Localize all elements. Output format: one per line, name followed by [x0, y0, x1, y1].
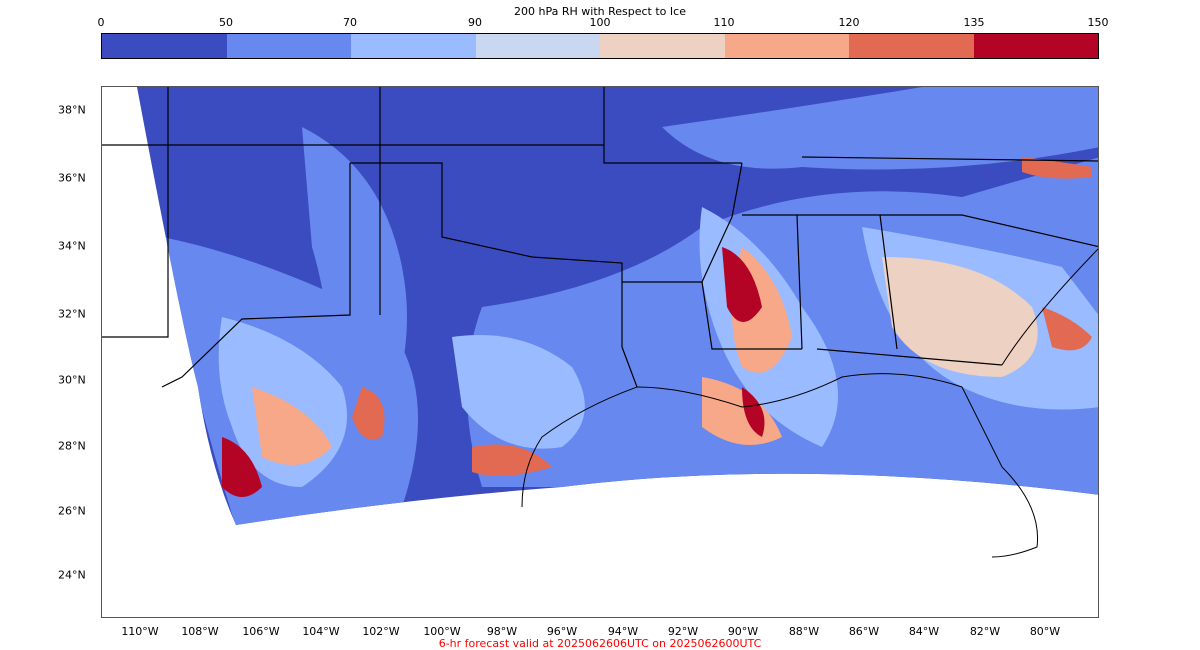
state-borders: [102, 87, 1098, 388]
colorbar: [101, 33, 1099, 59]
colorbar-tick-label: 150: [1087, 16, 1109, 29]
colorbar-segment-50-70: [226, 34, 351, 58]
colorbar-segment-100-110: [600, 34, 725, 58]
lon-label: 86°W: [848, 625, 880, 638]
lon-label: 102°W: [362, 625, 400, 638]
lon-label: 94°W: [607, 625, 639, 638]
rh-map: [102, 87, 1098, 558]
lat-label: 38°N: [58, 103, 86, 117]
colorbar-tick-label: 0: [97, 16, 105, 29]
lon-label: 104°W: [302, 625, 340, 638]
lon-label: 82°W: [969, 625, 1001, 638]
lon-label: 88°W: [788, 625, 820, 638]
coastline: [521, 248, 1098, 558]
lon-label: 110°W: [121, 625, 159, 638]
lon-label: 100°W: [423, 625, 461, 638]
lat-label: 36°N: [58, 171, 86, 185]
colorbar-tick-label: 120: [838, 16, 860, 29]
lat-label: 30°N: [58, 373, 86, 387]
colorbar-tick-label: 90: [468, 16, 482, 29]
lat-label: 28°N: [58, 439, 86, 453]
colorbar-segment-135-150: [973, 34, 1098, 58]
lon-label: 106°W: [242, 625, 280, 638]
colorbar-segment-70-90: [351, 34, 476, 58]
colorbar-title: 200 hPa RH with Respect to Ice: [514, 5, 686, 18]
lat-label: 26°N: [58, 504, 86, 518]
colorbar-segment-0-50: [102, 34, 227, 58]
lon-label: 96°W: [546, 625, 578, 638]
colorbar-tick-label: 110: [713, 16, 735, 29]
lon-label: 90°W: [727, 625, 759, 638]
colorbar-tick-label: 135: [963, 16, 985, 29]
lon-label: 92°W: [667, 625, 699, 638]
lon-label: 108°W: [181, 625, 219, 638]
rh-field: [137, 87, 1098, 525]
colorbar-segment-90-100: [475, 34, 600, 58]
lat-label: 32°N: [58, 307, 86, 321]
lat-label: 24°N: [58, 568, 86, 582]
lat-label: 34°N: [58, 239, 86, 253]
colorbar-tick-label: 100: [589, 16, 611, 29]
colorbar-segment-110-120: [724, 34, 849, 58]
lon-label: 80°W: [1029, 625, 1061, 638]
map-panel: [101, 86, 1099, 618]
colorbar-tick-label: 70: [343, 16, 357, 29]
lon-label: 98°W: [486, 625, 518, 638]
forecast-valid-text: 6-hr forecast valid at 2025062606UTC on …: [438, 637, 762, 650]
colorbar-tick-label: 50: [219, 16, 233, 29]
lon-label: 84°W: [908, 625, 940, 638]
colorbar-segment-120-135: [849, 34, 974, 58]
